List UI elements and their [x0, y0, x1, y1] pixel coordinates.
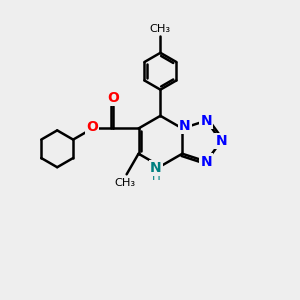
- Text: CH₃: CH₃: [115, 178, 136, 188]
- Text: N: N: [179, 119, 190, 133]
- Text: N: N: [150, 161, 162, 175]
- Text: N: N: [215, 134, 227, 148]
- Text: O: O: [107, 91, 119, 105]
- Text: CH₃: CH₃: [150, 24, 171, 34]
- Text: N: N: [200, 114, 212, 128]
- Text: O: O: [86, 120, 98, 134]
- Text: N: N: [200, 154, 212, 169]
- Text: H: H: [152, 170, 160, 183]
